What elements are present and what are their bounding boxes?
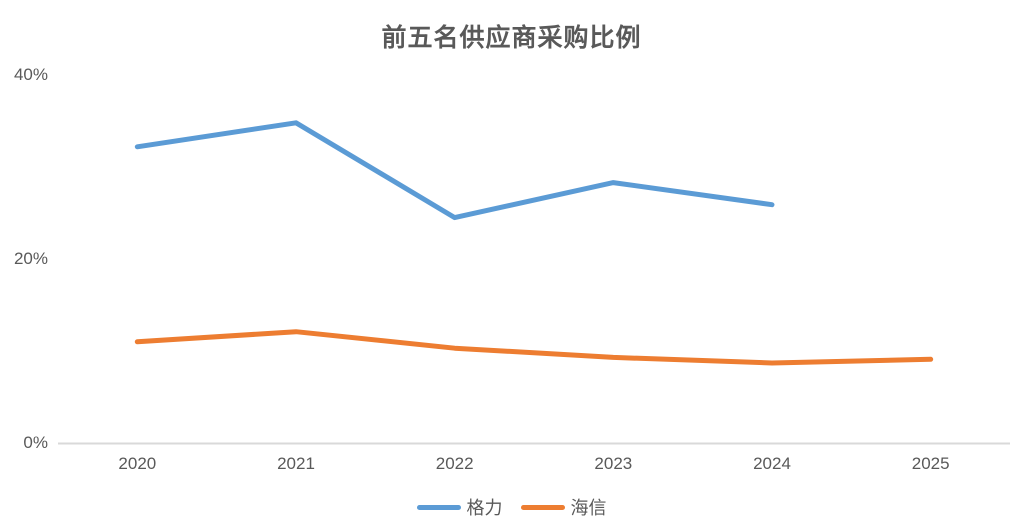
legend-label: 格力 [466,498,503,518]
legend-item-hisense[interactable]: 海信 [520,494,607,520]
series-line-0 [134,120,775,221]
legend-label: 海信 [570,498,607,518]
y-tick-label: 40% [13,65,48,84]
x-tick-label: 2025 [911,454,950,473]
legend: 格力 海信 [0,494,1023,520]
x-tick-label: 2021 [277,454,315,473]
x-tick-label: 2022 [435,454,474,473]
x-tick-label: 2024 [753,454,791,473]
y-tick-label: 20% [13,249,48,268]
legend-item-gree[interactable]: 格力 [416,494,503,520]
legend-swatch-hisense [520,504,565,510]
chart-title: 前五名供应商采购比例 [381,24,642,52]
x-tick-label: 2023 [594,454,633,473]
x-tick-label: 2020 [118,454,157,473]
legend-swatch-gree [416,504,461,510]
y-tick-label: 0% [23,433,48,452]
series-line-1 [134,329,934,366]
